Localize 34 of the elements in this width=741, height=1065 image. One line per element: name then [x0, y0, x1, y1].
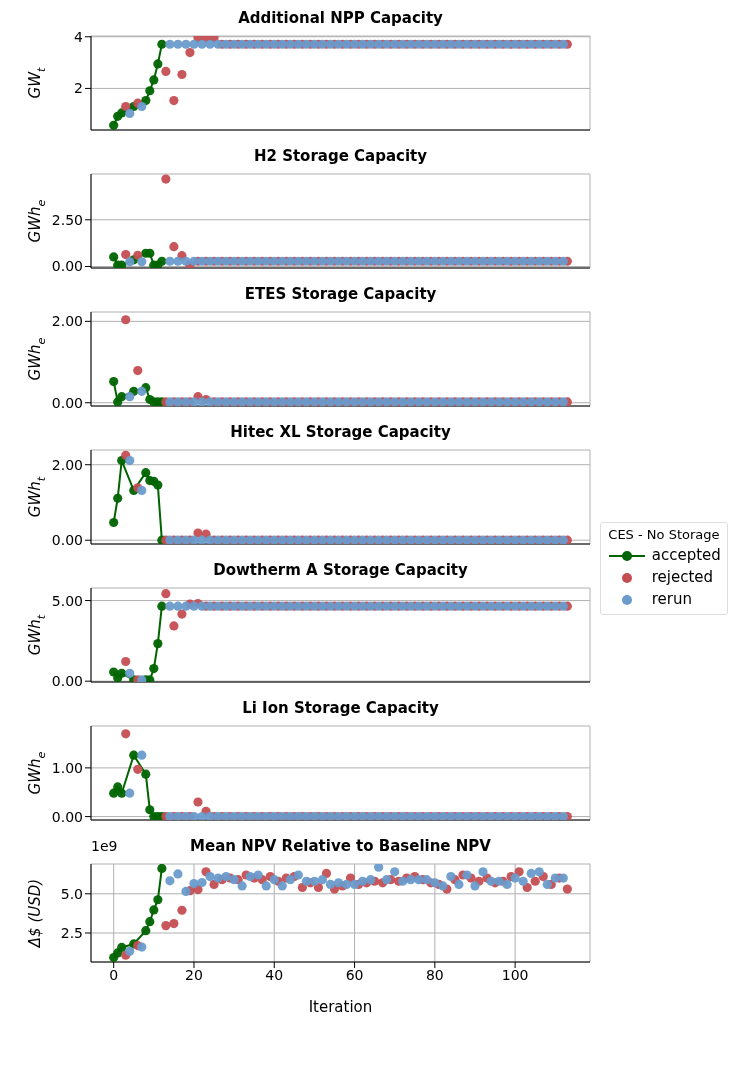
y-tick-label: 2.00	[51, 313, 83, 330]
legend-title: CES - No Storage	[607, 527, 721, 542]
chart-title: ETES Storage Capacity	[243, 284, 438, 304]
chart-title: Mean NPV Relative to Baseline NPV	[190, 837, 491, 855]
y-tick-label: 5.0	[60, 885, 83, 902]
x-tick-label: 20	[185, 966, 203, 983]
chart-title: Additional NPP Capacity	[237, 8, 444, 28]
text: 1e9	[91, 837, 118, 856]
y-tick-label: 0.00	[51, 394, 83, 411]
y-tick-label: 2.50	[51, 211, 83, 228]
legend-label: rerun	[651, 590, 693, 608]
x-tick-label: 100	[501, 966, 529, 983]
y-tick-label: 2	[74, 80, 83, 97]
x-tick-label: 40	[265, 966, 284, 983]
y-tick-label: 4	[74, 28, 84, 45]
x-tick-label: 80	[425, 966, 444, 983]
y-tick-label: 0.00	[51, 673, 83, 690]
y-tick-label: 2.00	[51, 456, 83, 473]
y-tick-label: 5.00	[51, 592, 83, 609]
legend-label: accepted	[651, 546, 721, 564]
y-axis-title: Δ$ (USD)	[26, 878, 44, 949]
chart-title: Li Ion Storage Capacity	[241, 698, 440, 718]
chart-title: H2 Storage Capacity	[252, 146, 429, 166]
y-tick-label: 0.00	[51, 532, 83, 549]
x-axis-title: Iteration	[308, 998, 373, 1016]
y-tick-label: 2.5	[60, 924, 83, 941]
legend-label: rejected	[651, 568, 714, 586]
y-tick-label: 0.00	[51, 808, 83, 825]
y-tick-label: 0.00	[51, 258, 83, 275]
y-tick-label: 1.00	[51, 759, 83, 776]
x-tick-label: 0	[109, 966, 119, 983]
x-tick-label: 60	[345, 966, 364, 983]
chart-title: Hitec XL Storage Capacity	[229, 422, 452, 442]
chart-title: Dowtherm A Storage Capacity	[212, 560, 469, 580]
